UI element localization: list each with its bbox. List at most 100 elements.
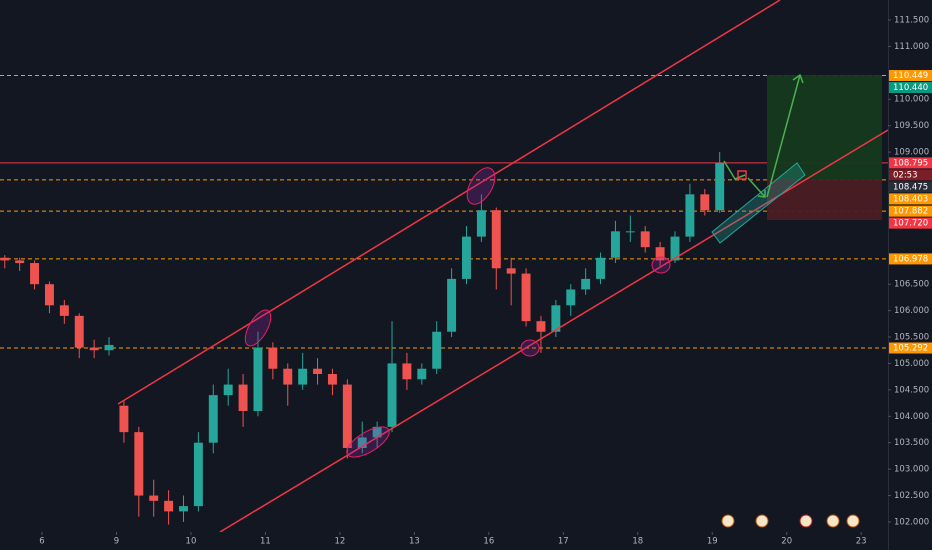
x-tick-label: 20 <box>781 537 792 547</box>
y-tick-label: 104.000 <box>894 412 929 422</box>
candle-body <box>268 347 278 369</box>
price-label-box <box>889 82 932 94</box>
candle-body <box>387 363 397 427</box>
target-box <box>711 162 806 244</box>
y-tick-label: 109.000 <box>894 148 929 158</box>
candle-body <box>357 437 367 448</box>
candle-body <box>59 305 69 316</box>
x-tick-label: 13 <box>409 537 420 547</box>
price-label-box <box>889 205 932 217</box>
event-icon[interactable] <box>846 514 860 528</box>
arrow-head <box>792 73 804 84</box>
position-tool <box>767 75 882 220</box>
target-zone <box>767 75 882 180</box>
candle-body <box>491 210 501 269</box>
highlight <box>651 256 671 274</box>
candle-body <box>521 273 531 322</box>
candle-body <box>715 162 725 211</box>
x-tick-label: 12 <box>334 537 345 547</box>
price-label: 110.449 <box>893 71 928 81</box>
candle-body <box>342 384 352 448</box>
candle-body <box>327 374 337 385</box>
x-tick-label: 10 <box>186 537 197 547</box>
candle-body <box>372 426 382 438</box>
x-tick-label: 18 <box>632 537 643 547</box>
price-label: 107.720 <box>893 219 928 229</box>
y-tick-label: 103.000 <box>894 465 929 475</box>
price-label: 108.795 <box>893 158 928 168</box>
y-tick-label: 106.500 <box>894 280 929 290</box>
candle-body <box>0 257 10 261</box>
candle-body <box>432 331 442 369</box>
event-icons <box>721 514 860 528</box>
candle-body <box>566 289 576 306</box>
x-tick-label: 9 <box>114 537 119 547</box>
candle-body <box>104 344 114 351</box>
candle-body <box>447 278 457 332</box>
candle-body <box>581 278 591 290</box>
price-label-box <box>889 253 932 265</box>
candle-body <box>536 321 546 332</box>
y-tick-label: 102.500 <box>894 491 929 501</box>
candle-body <box>283 368 293 385</box>
candle-body <box>640 231 650 248</box>
x-tick-label: 19 <box>707 537 718 547</box>
candle-body <box>476 210 486 237</box>
event-icon[interactable] <box>799 514 813 528</box>
y-tick-label: 106.000 <box>894 306 929 316</box>
marker <box>737 170 747 180</box>
candle-body <box>625 231 635 233</box>
candle-body <box>223 384 233 396</box>
candle-body <box>506 268 516 274</box>
y-tick-label: 103.500 <box>894 438 929 448</box>
y-tick-label: 105.500 <box>894 333 929 343</box>
candle-body <box>313 368 323 375</box>
candle-body <box>655 247 665 261</box>
y-tick-label: 109.500 <box>894 121 929 131</box>
candle-body <box>417 368 427 380</box>
time-axis: 6 9 10 11 12 13 16 17 18 19 20 23 <box>39 532 867 547</box>
price-label: 106.978 <box>893 254 928 264</box>
candle-body <box>253 347 263 411</box>
arrow-head <box>757 190 766 198</box>
y-tick-label: 111.500 <box>894 15 929 25</box>
arrow <box>747 177 766 198</box>
x-tick-label: 23 <box>856 537 867 547</box>
candle-body <box>44 284 54 306</box>
price-label: 108.475 <box>893 182 928 192</box>
y-tick-label: 104.500 <box>894 385 929 395</box>
candle-body <box>551 305 561 332</box>
price-label: 110.440 <box>893 83 928 93</box>
candle-body <box>193 442 203 507</box>
price-label-box <box>889 193 932 205</box>
candles <box>0 152 725 525</box>
event-icon[interactable] <box>826 514 840 528</box>
candle-body <box>298 368 308 385</box>
highlight <box>466 167 496 205</box>
highlight <box>244 309 272 347</box>
candle-body <box>119 405 129 433</box>
channel-upper <box>117 0 781 405</box>
stop-zone <box>767 180 882 220</box>
y-tick-label: 105.000 <box>894 359 929 369</box>
candle-body <box>670 236 680 261</box>
event-icon[interactable] <box>721 514 735 528</box>
event-icon[interactable] <box>755 514 769 528</box>
highlight <box>520 339 540 357</box>
x-tick-label: 11 <box>260 537 271 547</box>
candle-body <box>179 506 188 512</box>
level-lines <box>0 75 888 349</box>
price-axis: 111.500 111.000 110.000 109.500 109.000 106.5… <box>888 15 932 527</box>
arrow <box>723 160 746 180</box>
candle-body <box>462 236 471 279</box>
y-tick-label: 110.000 <box>894 95 929 105</box>
channel-lower <box>219 129 888 532</box>
price-label-box <box>889 181 932 193</box>
candle-body <box>700 194 710 211</box>
highlight <box>346 426 390 458</box>
price-label-box <box>889 70 932 82</box>
candle-body <box>15 260 25 264</box>
x-tick-label: 16 <box>483 537 494 547</box>
